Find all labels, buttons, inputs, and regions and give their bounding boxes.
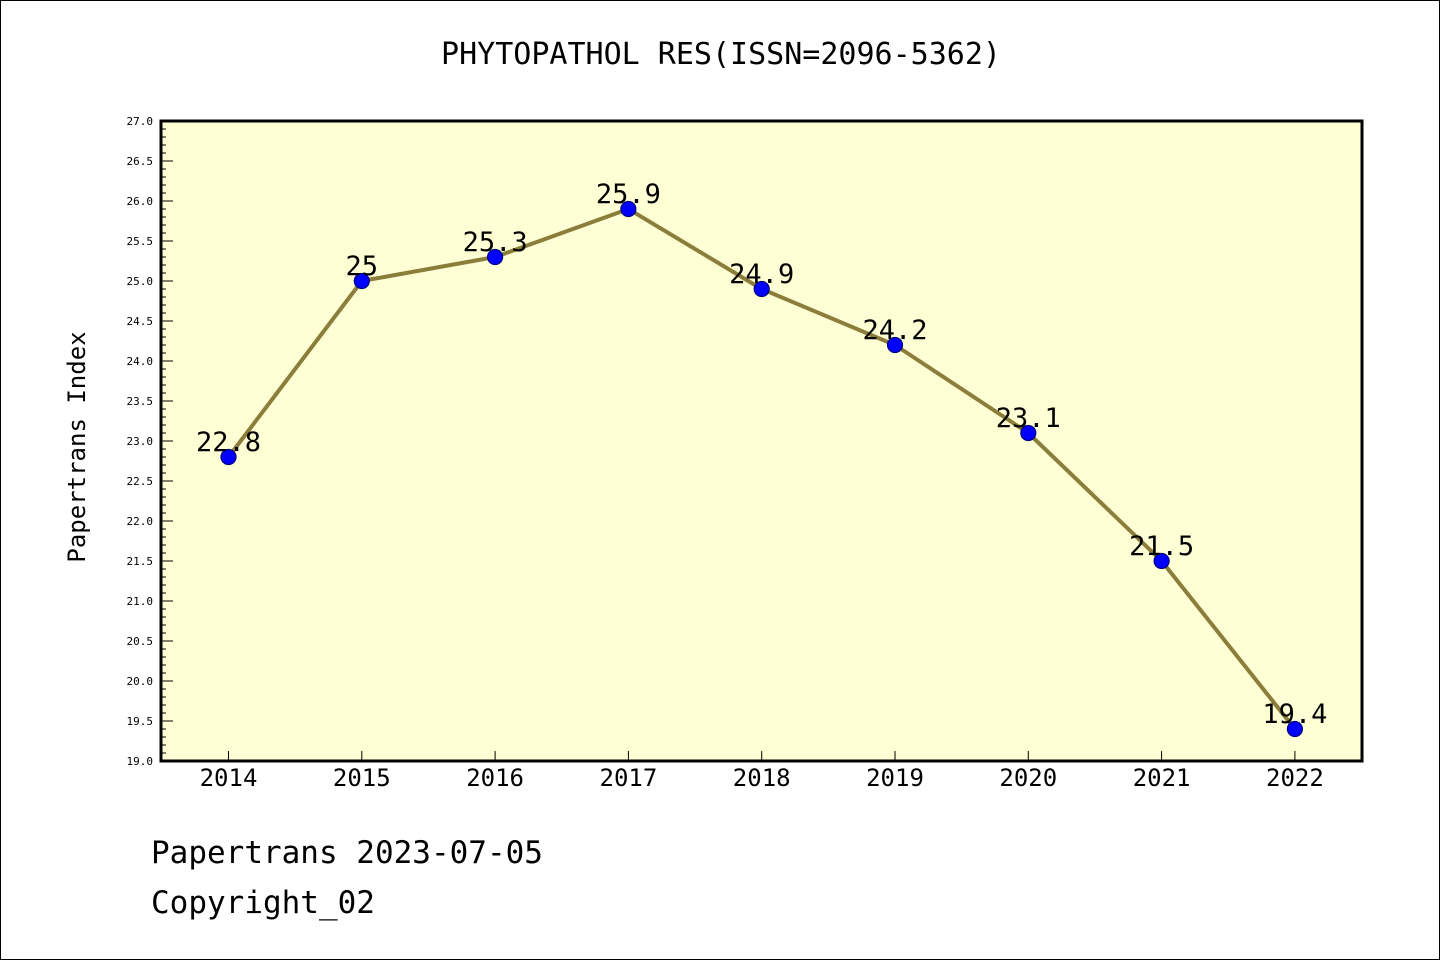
x-tick-label: 2017 (600, 764, 658, 792)
data-point (220, 448, 237, 466)
y-axis-ticks: 19.0 19.5 20.0 20.5 21.0 21.5 22.0 22.5 23.0 23.5… (127, 115, 173, 768)
y-tick-label: 26.5 (127, 155, 154, 168)
y-tick-label: 19.0 (127, 755, 154, 768)
data-point (353, 272, 370, 290)
data-label: 23.1 (996, 403, 1061, 434)
data-label: 25.3 (463, 227, 528, 258)
data-point (487, 248, 504, 266)
x-tick-label: 2016 (466, 764, 524, 792)
data-markers (220, 200, 1304, 738)
y-tick-label: 25.0 (127, 275, 154, 288)
y-tick-label: 24.5 (127, 315, 154, 328)
x-tick-label: 2018 (733, 764, 791, 792)
data-label: 25 (346, 251, 379, 282)
data-point (620, 200, 637, 218)
footer-date: Papertrans 2023-07-05 (151, 835, 543, 871)
data-label: 25.9 (596, 179, 661, 210)
x-tick-label: 2020 (999, 764, 1057, 792)
data-label: 24.2 (862, 315, 927, 346)
data-point (1020, 424, 1037, 442)
y-tick-label: 22.5 (127, 475, 154, 488)
y-tick-label: 20.5 (127, 635, 154, 648)
data-label: 24.9 (729, 259, 794, 290)
y-tick-label: 19.5 (127, 715, 154, 728)
chart-title: PHYTOPATHOL RES(ISSN=2096-5362) (441, 37, 1001, 72)
y-tick-label: 21.0 (127, 595, 154, 608)
x-tick-label: 2019 (866, 764, 924, 792)
x-tick-label: 2021 (1133, 764, 1191, 792)
footer-copyright: Copyright_02 (151, 885, 375, 921)
y-tick-label: 24.0 (127, 355, 154, 368)
data-label: 22.8 (196, 427, 261, 458)
plot-area (161, 121, 1362, 761)
y-tick-label: 20.0 (127, 675, 154, 688)
y-tick-label: 21.5 (127, 555, 154, 568)
x-tick-label: 2015 (333, 764, 391, 792)
y-tick-label: 25.5 (127, 235, 154, 248)
data-labels: 22.8 25 25.3 25.9 24.9 24.2 23.1 21.5 19.4 (196, 179, 1327, 730)
y-tick-label: 27.0 (127, 115, 154, 128)
data-point (1153, 552, 1170, 570)
x-tick-label: 2022 (1266, 764, 1324, 792)
x-axis-ticks: 2014 2015 2016 2017 2018 2019 2020 2021 2022 (200, 751, 1324, 792)
y-tick-label: 23.0 (127, 435, 154, 448)
y-tick-label: 22.0 (127, 515, 154, 528)
data-point (753, 280, 770, 298)
data-label: 21.5 (1129, 531, 1194, 562)
y-tick-label: 26.0 (127, 195, 154, 208)
plot-frame (159, 119, 1364, 763)
x-tick-label: 2014 (200, 764, 258, 792)
y-tick-label: 23.5 (127, 395, 154, 408)
y-axis-label: Papertrans Index (63, 331, 91, 562)
data-point (1286, 720, 1304, 738)
data-point (886, 336, 904, 354)
data-label: 19.4 (1262, 699, 1327, 730)
